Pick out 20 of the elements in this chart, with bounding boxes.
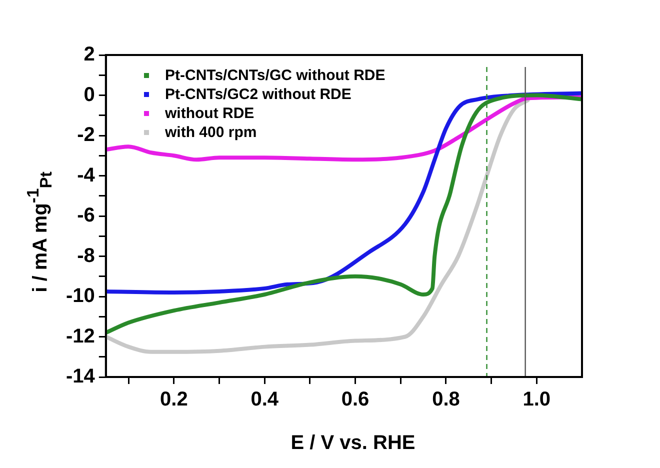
x-tick-label: 1.0 [522, 388, 551, 411]
x-tick-label: 0.6 [341, 388, 370, 411]
x-tick-label: 0.8 [432, 388, 460, 411]
y-tick-label: 0 [84, 84, 95, 106]
line-series [106, 98, 530, 354]
legend-label: Pt-CNTs/GC2 without RDE [165, 86, 352, 103]
legend-label: with 400 rpm [165, 124, 257, 141]
x-tick-label: 0.4 [250, 388, 280, 411]
y-tick-label: -12 [66, 325, 95, 348]
y-tick-label: -4 [77, 164, 96, 186]
legend-label: without RDE [165, 105, 254, 122]
x-axis-title: E / V vs. RHE [290, 432, 416, 455]
y-tick-label: -14 [66, 366, 96, 388]
y-tick-label: -2 [77, 124, 95, 146]
x-tick-label: 0.2 [160, 388, 188, 411]
y-tick-label: -6 [77, 204, 95, 227]
y-tick-label: -8 [77, 244, 95, 267]
legend-label: Pt-CNTs/CNTs/GC without RDE [165, 67, 386, 84]
y-tick-label: 2 [84, 44, 95, 66]
y-tick-label: -10 [66, 285, 95, 308]
